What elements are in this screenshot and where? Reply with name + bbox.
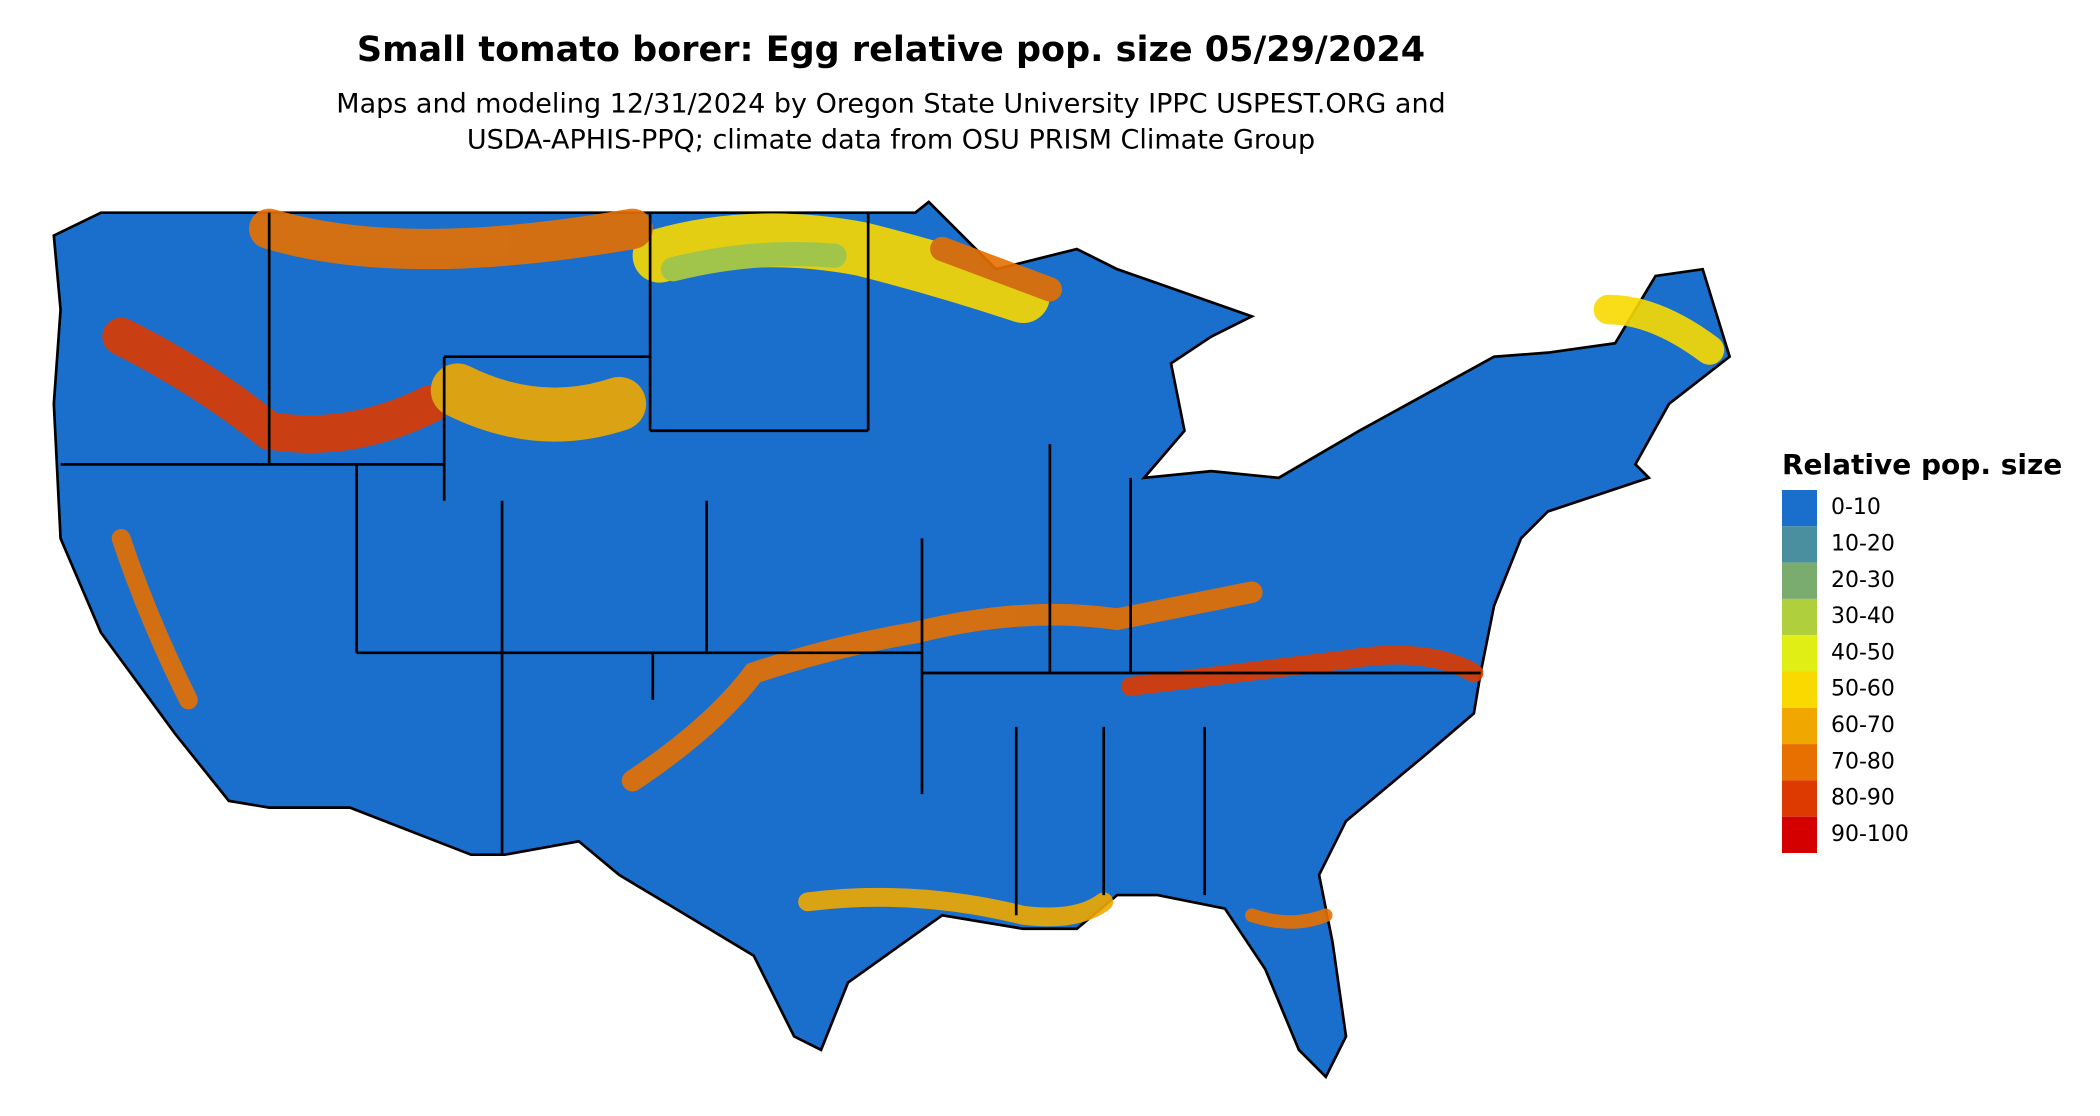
legend-title: Relative pop. size — [1782, 448, 2062, 481]
risk-band — [111, 528, 198, 710]
legend-label: 20-30 — [1831, 568, 1895, 593]
legend-swatch — [1782, 707, 1817, 745]
legend-label: 90-100 — [1831, 822, 1909, 847]
legend-swatch — [1782, 526, 1817, 563]
legend-label: 60-70 — [1831, 713, 1895, 738]
legend-label: 80-90 — [1831, 786, 1895, 811]
legend-swatch — [1782, 635, 1817, 672]
risk-band — [1593, 294, 1725, 365]
legend-label: 50-60 — [1831, 677, 1895, 702]
risk-band — [660, 241, 847, 282]
legend-swatch — [1782, 562, 1817, 599]
risk-band — [1121, 645, 1484, 696]
legend-swatch — [1782, 490, 1817, 527]
risk-band — [798, 887, 1114, 927]
legend-label: 30-40 — [1831, 604, 1895, 629]
legend: 0-10 10-20 20-30 30-40 40-50 50-60 60-70 70-80 8… — [1782, 490, 1909, 853]
legend-label: 10-20 — [1831, 531, 1895, 556]
state-borders — [60, 212, 1481, 916]
risk-band — [249, 208, 653, 270]
subtitle: USDA-APHIS-PPQ; climate data from OSU PR… — [467, 125, 1315, 156]
legend-swatch — [1782, 744, 1817, 781]
legend-swatch — [1782, 780, 1817, 817]
map-title: Small tomato borer: Egg relative pop. si… — [357, 30, 1425, 70]
legend-swatch — [1782, 598, 1817, 636]
risk-band — [930, 236, 1062, 302]
legend-swatch — [1782, 671, 1817, 708]
subtitle: Maps and modeling 12/31/2024 by Oregon S… — [336, 89, 1445, 120]
legend-label: 40-50 — [1831, 640, 1895, 665]
us-map — [52, 200, 1732, 1080]
state-border — [60, 212, 1481, 916]
risk-band — [621, 581, 1263, 792]
legend-swatch — [1782, 816, 1817, 853]
legend-label: 70-80 — [1831, 749, 1895, 774]
risk-band — [430, 363, 647, 442]
risk-band — [1245, 908, 1333, 929]
risk-bands — [102, 208, 1725, 929]
risk-band — [632, 213, 1050, 324]
legend-label: 0-10 — [1831, 495, 1881, 520]
